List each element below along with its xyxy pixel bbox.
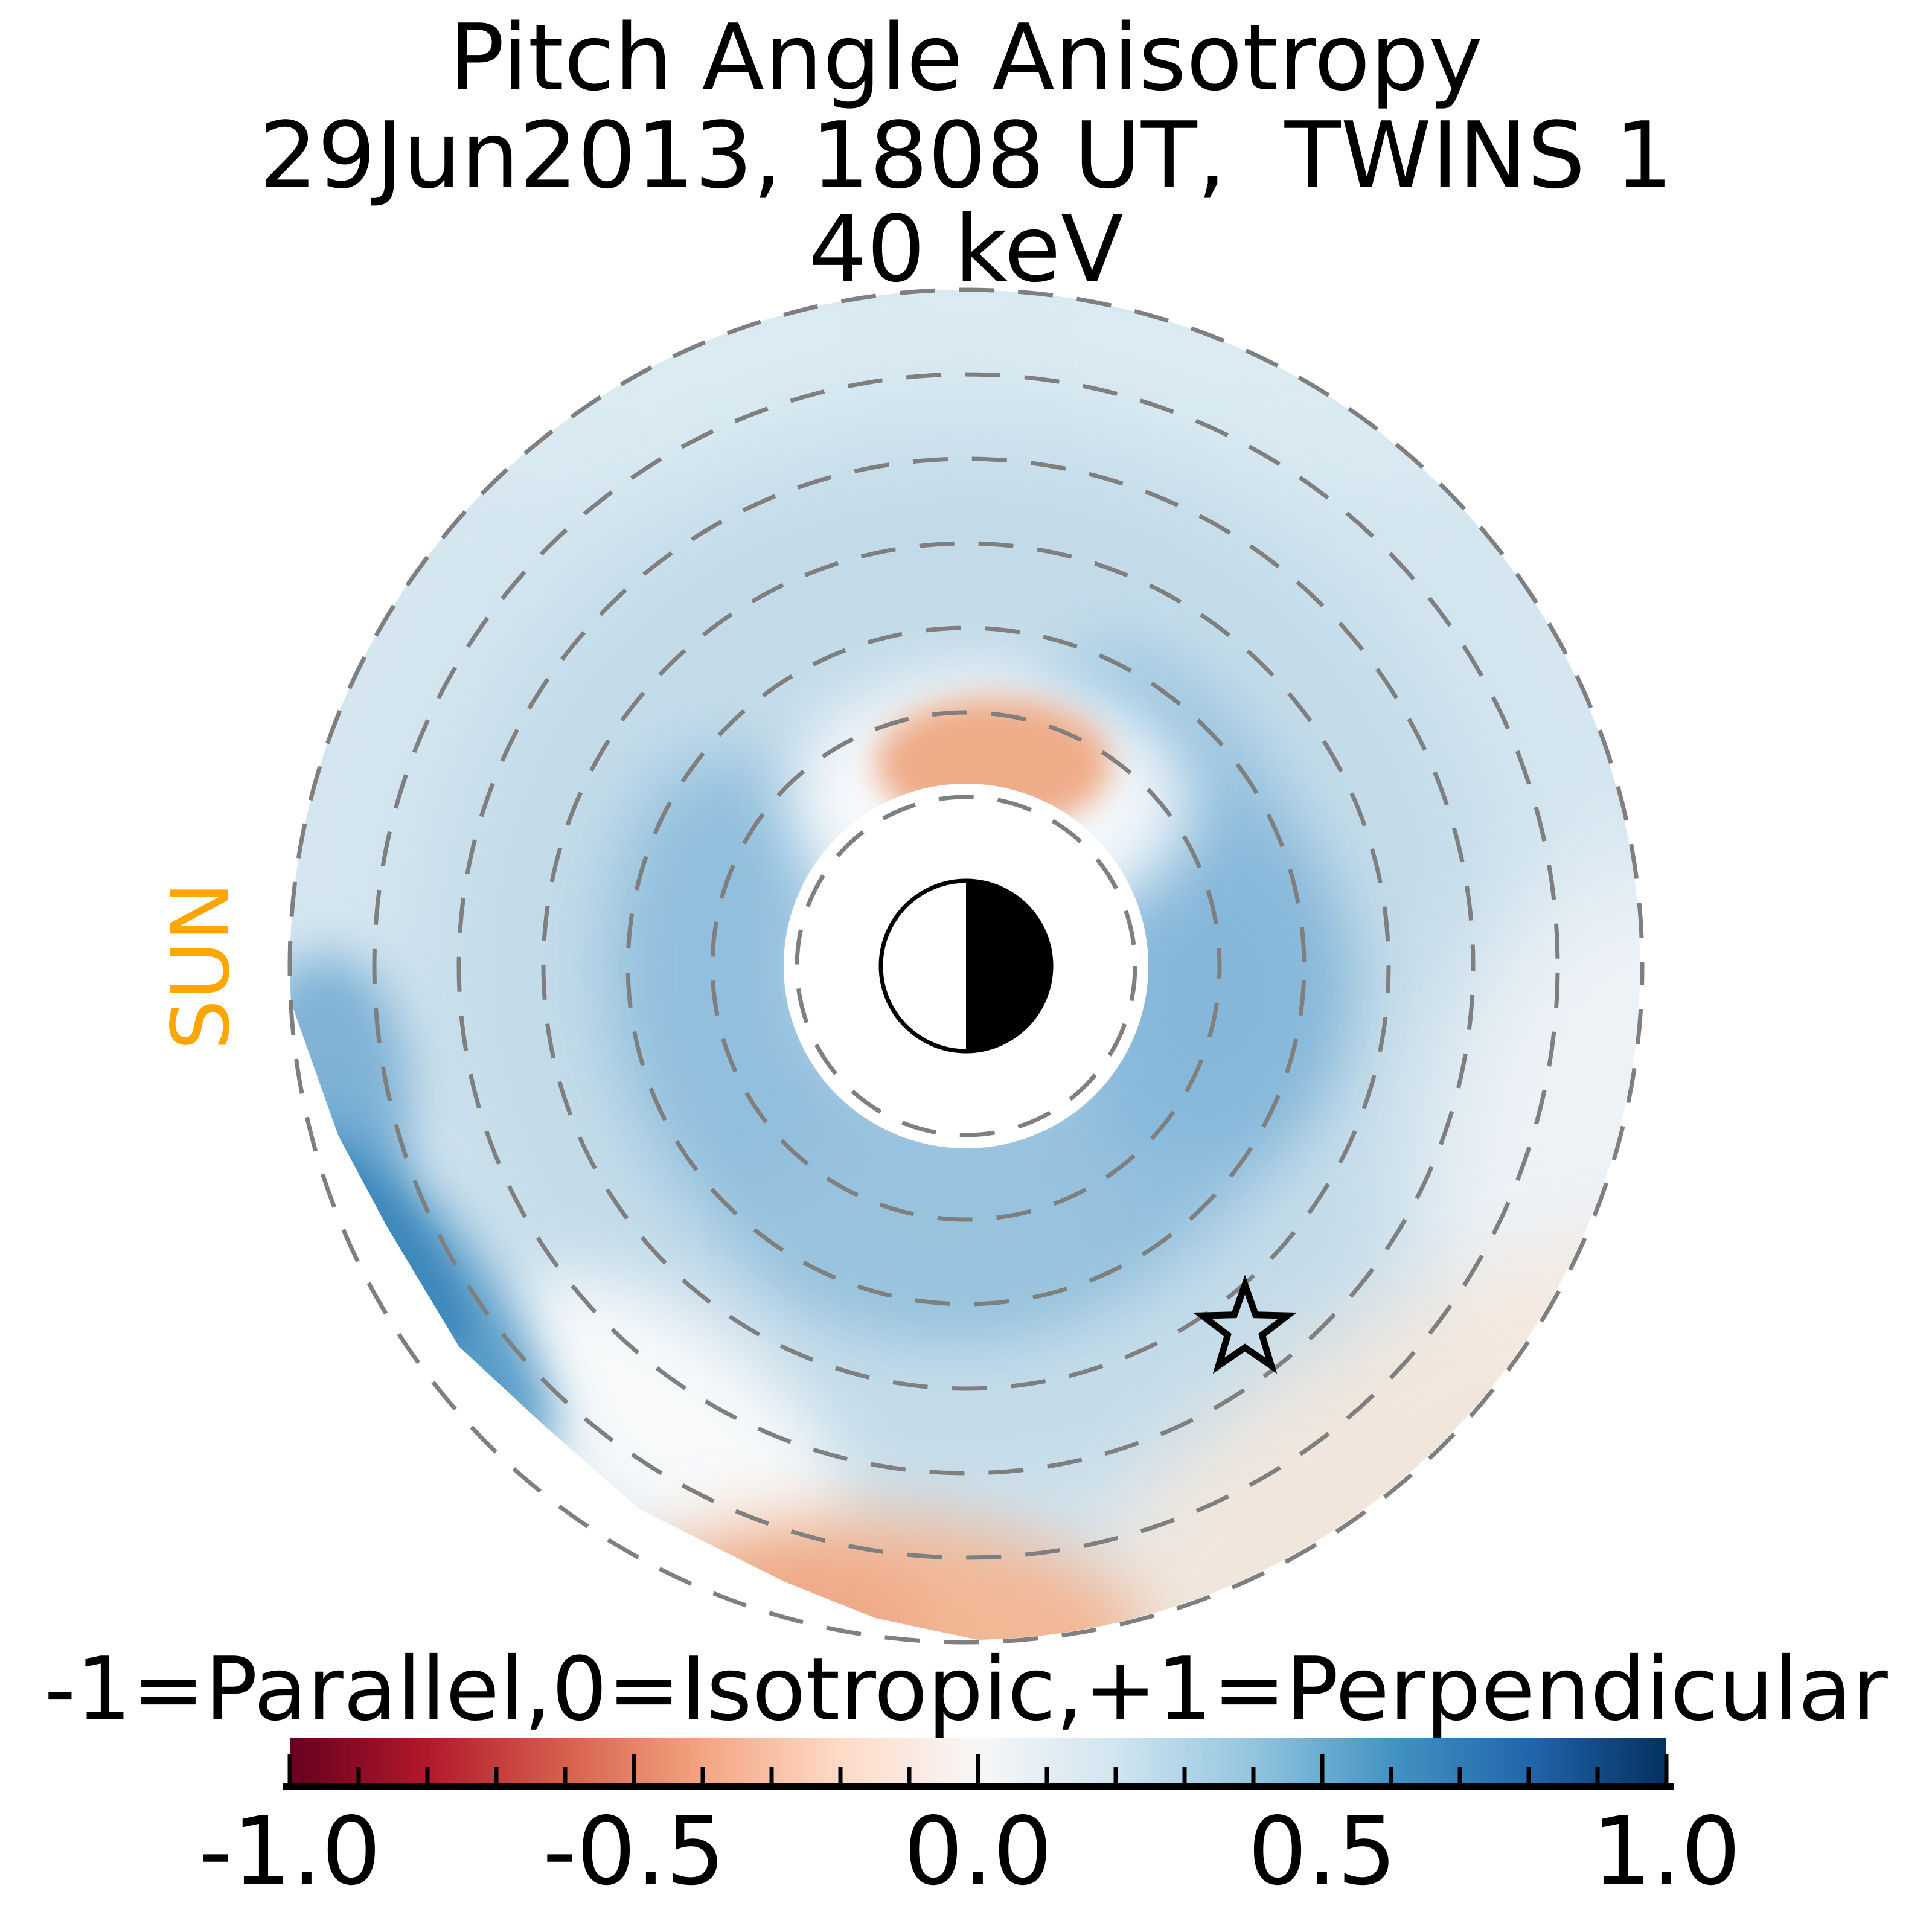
earth-symbol (878, 878, 1054, 1054)
below-hole-lobe (761, 1123, 1123, 1328)
earth-dayside-half (881, 881, 966, 1051)
star-marker-shape (1192, 1275, 1297, 1374)
colorbar: -1=Parallel,0=Isotropic,+1=Perpendicular… (44, 1639, 1888, 1906)
figure-title: Pitch Angle Anisotropy (449, 4, 1483, 111)
white-zone-lower-left (505, 1277, 847, 1585)
grid-ring-3re (710, 710, 1222, 1222)
dawnside-lobe (1072, 827, 1349, 1153)
grid-ring-7re (372, 372, 1560, 1560)
grid-ring-8re (287, 287, 1645, 1645)
pale-right-region (1425, 863, 1640, 1491)
grid-ring-5re (541, 541, 1391, 1391)
l-shell-grid-rings (287, 287, 1645, 1645)
sun-direction-label: SUN (155, 881, 248, 1050)
grid-ring-2re (795, 795, 1137, 1137)
earth-outline (878, 878, 1054, 1054)
colorbar-tick-label: 1.0 (1592, 1797, 1741, 1906)
colorbar-tick-label: 0.5 (1248, 1797, 1397, 1906)
field-top-light-wash (362, 290, 1570, 531)
colorbar-meaning-label: -1=Parallel,0=Isotropic,+1=Perpendicular (44, 1639, 1888, 1741)
colorbar-tick-label: -0.5 (543, 1797, 725, 1906)
colorbar-axis-line (283, 1783, 1674, 1790)
colorbar-tick-labels: -1.0 -0.5 0.0 0.5 1.0 (199, 1797, 1741, 1906)
figure-subtitle-date: 29Jun2013, 1808 UT, TWINS 1 (259, 102, 1673, 209)
colorbar-ticks (287, 1754, 1669, 1786)
colorbar-tick-label: 0.0 (904, 1797, 1053, 1906)
grid-ring-6re (456, 456, 1476, 1476)
figure-energy-label: 40 keV (808, 196, 1124, 302)
spacecraft-star-marker (1192, 1275, 1297, 1374)
earth-nightside-half (966, 881, 1051, 1051)
colorbar-tick-label: -1.0 (199, 1797, 381, 1906)
